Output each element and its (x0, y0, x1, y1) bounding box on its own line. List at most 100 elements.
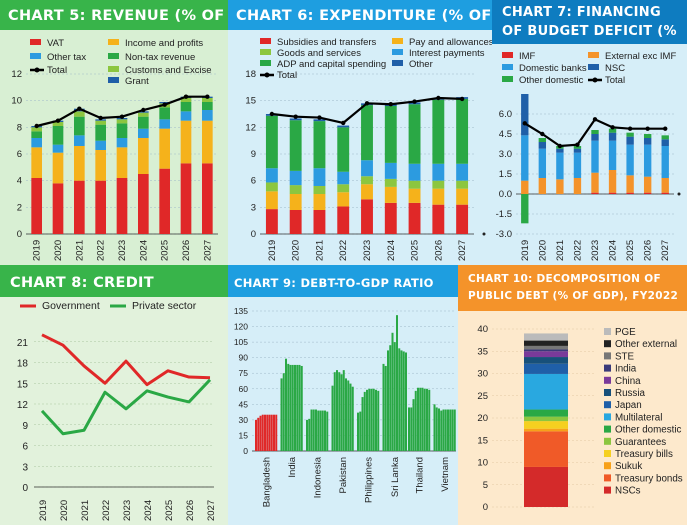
chart8-xtick-label: 2020 (59, 500, 70, 521)
chart7-ytick-label: 4.5 (499, 129, 512, 140)
chart10-legend-india: India (604, 364, 637, 375)
chart5-xtick-label: 2024 (138, 240, 149, 261)
chart5-bar-income-and-profits (202, 120, 213, 164)
chart8-ytick-label: 12 (17, 400, 29, 411)
chart9-bar-indonesia (315, 409, 317, 451)
chart9-bar-vietnam (438, 408, 440, 451)
chart5-total-point (141, 107, 146, 113)
chart9-bar-philippines (368, 388, 371, 451)
chart5-bar-customs-and-excise (95, 120, 106, 125)
chart7-legend-swatch (588, 52, 599, 58)
chart7-legend-swatch (502, 76, 513, 82)
chart7-legend-marker (592, 77, 598, 83)
chart6-xtick-label: 2021 (314, 240, 325, 261)
chart9-xtick-label: Pakistan (338, 457, 349, 493)
chart9-bar-vietnam (435, 407, 438, 451)
chart7-bar-external-exc-imf (591, 172, 599, 193)
chart9-ytick-label: 15 (239, 430, 249, 440)
chart6-bar-goods-and-services (265, 182, 278, 192)
chart7-axis-end (677, 192, 681, 196)
chart10-legend-nscs: NSCs (604, 486, 641, 497)
chart5-bar-non-tax-revenue (202, 102, 213, 110)
chart5-bar-customs-and-excise (52, 122, 64, 126)
chart9-bar-india (294, 364, 296, 451)
chart9-bar-sri-lanka (396, 315, 398, 451)
chart6-legend-adp-and-capital-spending: ADP and capital spending (260, 59, 386, 70)
chart9-bar-philippines (370, 388, 373, 451)
chart9-bar-bangladesh (259, 415, 262, 451)
chart9-bar-india (300, 365, 303, 451)
chart5-bar-other-tax (74, 135, 85, 146)
chart5-bar-other-tax (52, 144, 64, 153)
chart6-legend-marker (264, 72, 270, 78)
chart5-total-point (34, 123, 39, 129)
chart5-ytick-label: 0 (17, 229, 22, 240)
chart5-xtick-label: 2025 (160, 240, 171, 261)
chart5-total-point (205, 94, 210, 99)
chart7-panel: CHART 7: FINANCING OF BUDGET DEFICIT (% … (492, 0, 687, 265)
chart5-total-point (183, 94, 189, 99)
chart7-bar-external-exc-imf (521, 180, 529, 194)
chart9-bar-sri-lanka (402, 351, 405, 451)
chart7-total-point (557, 143, 563, 149)
chart5-bar-other-tax (159, 119, 170, 129)
chart6-legend-subsidies-and-transfers: Subsidies and transfers (260, 37, 377, 48)
chart6-bar-subsidies-and-transfers (337, 206, 350, 234)
chart9-xtick-label: Vietnam (440, 457, 451, 492)
chart10-legend-label: India (615, 364, 637, 375)
chart8-svg: 0 3 6 9 12 15 18 21 2019 2020 2021 2022 2023 2024 2025… (0, 297, 228, 525)
chart7-legend-domestic-banks: Domestic banks (502, 63, 587, 74)
chart9-ytick-label: 75 (239, 368, 249, 378)
chart5-legend-swatch (108, 66, 119, 72)
chart6-total-point (459, 96, 465, 102)
chart10-legend-label: Treasury bonds (615, 473, 683, 484)
chart10-bar-russia (524, 357, 568, 364)
chart6-bar-pay-and-allowances (361, 184, 373, 200)
chart6-bar-other (337, 125, 350, 128)
chart6-legend-interest-payments: Interest payments (392, 48, 485, 59)
chart7-legend-total: Total (588, 75, 625, 86)
chart5-legend-label: Total (47, 65, 67, 76)
chart7-legend-label: Other domestic (519, 75, 584, 86)
chart8-xtick-label: 2024 (143, 500, 154, 521)
chart5-legend-label: Grant (125, 76, 149, 87)
chart10-legend-sukuk: Sukuk (604, 461, 642, 472)
chart7-bar-other-domestic (573, 146, 582, 149)
chart5-bar-income-and-profits (31, 147, 42, 178)
chart5-bar-income-and-profits (52, 152, 64, 184)
chart10-ytick-label: 20 (477, 413, 488, 424)
chart5-legend-swatch (30, 39, 41, 45)
chart7-xtick-label: 2024 (608, 240, 619, 261)
chart10-bar-china (524, 351, 568, 358)
chart7-bar-imf (661, 192, 669, 194)
chart9-bar-pakistan (336, 370, 338, 451)
chart5-total-point (77, 106, 82, 111)
chart7-svg: -3.0 -1.5 0.0 1.5 3.0 4.5 6.0 2019 2020 2021 2022 2… (492, 44, 687, 265)
chart7-bar-external-exc-imf (661, 178, 669, 193)
chart6-bar-interest-payments (384, 162, 397, 179)
chart6-legend-swatch (392, 60, 403, 66)
chart5-xtick-label: 2021 (74, 240, 85, 261)
chart9-bar-thailand (426, 388, 428, 451)
chart6-legend-label: Total (277, 70, 297, 81)
chart9-xtick-label: Indonesia (312, 456, 323, 498)
chart5-bar-income-and-profits (74, 146, 85, 181)
chart9-bar-vietnam (447, 409, 449, 451)
chart7-bar-nsc (643, 138, 652, 145)
chart5-legend-label: Income and profits (125, 38, 203, 49)
chart9-bar-bangladesh (268, 414, 271, 451)
chart6-bar-adp-and-capital-spending (456, 98, 469, 164)
chart7-bar-nsc (608, 132, 617, 141)
chart9-bar-thailand (408, 407, 410, 451)
chart7-ytick-label: 6.0 (499, 109, 512, 120)
chart10-ytick-label: 10 (477, 458, 488, 469)
chart6-legend-label: Goods and services (277, 48, 361, 59)
chart9-bar-pakistan (338, 372, 341, 451)
chart7-total-point (610, 125, 615, 130)
chart9-bar-vietnam (442, 409, 445, 451)
chart8-ytick-label: 18 (17, 359, 29, 370)
chart6-legend-swatch (392, 49, 403, 55)
chart5-bar-other-tax (202, 110, 213, 121)
chart5-bar-other-tax (31, 138, 42, 148)
